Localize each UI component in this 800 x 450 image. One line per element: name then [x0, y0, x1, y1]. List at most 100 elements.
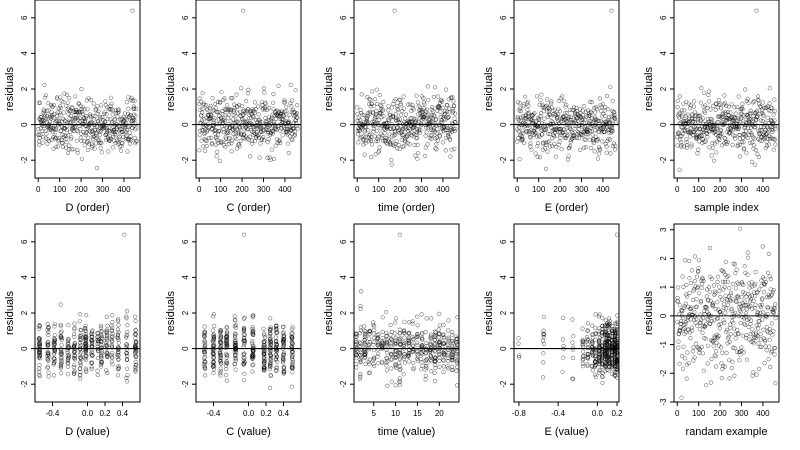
- data-point: [52, 321, 57, 326]
- x-axis-label: C (order): [226, 202, 270, 214]
- data-point: [240, 103, 245, 109]
- data-point: [85, 147, 90, 152]
- data-point: [385, 383, 390, 389]
- data-point: [747, 337, 752, 342]
- x-tick-label: 400: [278, 185, 292, 194]
- data-point: [278, 128, 283, 133]
- data-point: [704, 294, 709, 299]
- data-point: [538, 110, 544, 116]
- data-point: [366, 347, 372, 352]
- plot-frame: [34, 223, 141, 403]
- data-point: [108, 95, 113, 100]
- data-point: [574, 109, 579, 114]
- data-point: [58, 95, 63, 100]
- data-point: [66, 352, 71, 357]
- data-point: [398, 367, 403, 372]
- data-point: [218, 328, 223, 333]
- data-point: [372, 363, 377, 369]
- data-point: [102, 119, 108, 124]
- data-point: [562, 127, 567, 132]
- data-point: [560, 369, 565, 374]
- data-point: [733, 271, 738, 276]
- data-point: [110, 320, 115, 325]
- data-point: [46, 374, 51, 379]
- data-point: [202, 351, 208, 357]
- data-point: [120, 141, 125, 146]
- data-point: [602, 130, 607, 135]
- data-point: [238, 86, 244, 91]
- data-point: [746, 281, 752, 286]
- data-point: [554, 145, 559, 150]
- data-point: [71, 332, 77, 337]
- data-point: [713, 291, 718, 296]
- data-point: [392, 349, 398, 354]
- data-point: [733, 336, 738, 341]
- y-axis-label: residuals: [643, 290, 655, 335]
- data-point: [614, 232, 619, 237]
- data-point: [749, 293, 754, 298]
- data-point: [375, 333, 380, 338]
- data-point: [610, 144, 616, 149]
- data-point: [78, 327, 83, 333]
- data-point: [59, 334, 64, 339]
- data-point: [723, 293, 728, 298]
- data-point: [600, 330, 605, 335]
- data-point: [429, 337, 434, 342]
- data-point: [95, 372, 100, 378]
- data-point: [703, 322, 709, 327]
- data-point: [541, 341, 547, 347]
- data-point: [214, 121, 220, 126]
- data-point: [250, 353, 255, 358]
- data-point: [581, 354, 586, 359]
- data-point: [289, 137, 294, 142]
- y-tick-label: -2: [20, 380, 29, 388]
- data-point: [436, 335, 441, 340]
- data-point: [207, 105, 212, 110]
- data-point: [605, 125, 610, 130]
- data-point: [402, 335, 407, 340]
- data-point: [609, 349, 615, 354]
- data-point: [423, 358, 428, 363]
- data-point: [450, 341, 455, 346]
- data-point: [415, 333, 420, 338]
- data-point: [415, 354, 420, 359]
- data-point: [104, 131, 109, 136]
- data-point: [722, 320, 727, 325]
- data-point: [753, 125, 758, 130]
- data-point: [757, 130, 762, 135]
- data-point: [255, 133, 260, 138]
- data-point: [689, 268, 694, 273]
- data-point: [692, 310, 697, 315]
- data-point: [604, 150, 609, 155]
- data-point: [392, 8, 397, 13]
- data-point: [116, 365, 121, 370]
- data-point: [268, 342, 273, 347]
- data-point: [373, 152, 378, 157]
- data-point: [595, 156, 600, 161]
- data-point: [538, 97, 543, 103]
- data-point: [709, 356, 714, 362]
- data-point: [756, 154, 762, 160]
- data-point: [116, 364, 121, 369]
- data-point: [77, 352, 83, 357]
- data-point: [732, 133, 738, 138]
- data-point: [703, 129, 709, 134]
- data-point: [224, 373, 229, 378]
- data-point: [223, 119, 228, 124]
- data-point: [533, 151, 538, 156]
- data-point: [98, 146, 103, 151]
- data-point: [768, 287, 773, 292]
- data-point: [124, 345, 129, 350]
- data-point: [89, 360, 95, 366]
- data-point: [51, 146, 56, 151]
- data-point: [401, 356, 407, 362]
- data-point: [279, 126, 284, 131]
- x-tick-label: 300: [415, 185, 429, 194]
- y-tick-label: 2: [181, 86, 190, 91]
- data-point: [197, 133, 202, 138]
- data-point: [580, 361, 586, 366]
- data-point: [294, 111, 300, 116]
- data-point: [597, 349, 603, 354]
- data-point: [124, 366, 130, 371]
- y-tick-label: 4: [181, 275, 190, 280]
